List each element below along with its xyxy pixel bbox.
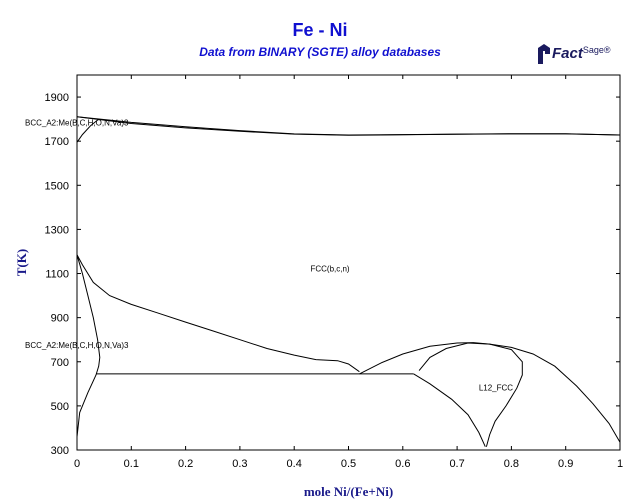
plot-frame: [76, 74, 621, 451]
phase-boundary-line: [418, 342, 523, 447]
logo-sup: Sage: [582, 45, 604, 55]
x-tick-label: 0.6: [395, 458, 410, 470]
logo-main: Fact: [552, 45, 583, 62]
plot-area: 0 0.1 0.2 0.3 0.4 0.5 0.6 0.7 0.8 0.9 130050070090…: [14, 74, 623, 499]
phase-label: L12_FCC: [479, 383, 513, 392]
y-tick-label: 1900: [45, 92, 69, 104]
x-axis-label: mole Ni/(Fe+Ni): [304, 484, 393, 499]
x-tick-label: 1: [617, 458, 623, 470]
y-tick-label: 1300: [45, 224, 69, 236]
chart-subtitle: Data from BINARY (SGTE) alloy databases: [199, 45, 441, 59]
y-tick-label: 900: [51, 313, 69, 325]
factsage-logo-text: FactSage®: [552, 45, 611, 62]
phase-boundary-line: [76, 254, 360, 373]
phase-label: BCC_A2:Me(B,C,H,O,N,Va)3: [25, 341, 129, 350]
x-tick-label: 0.8: [504, 458, 519, 470]
x-tick-label: 0.9: [558, 458, 573, 470]
phase-boundary-line: [359, 342, 621, 443]
chart-title: Fe - Ni: [292, 20, 348, 40]
x-tick-label: 0.4: [287, 458, 302, 470]
phase-boundary-line: [413, 373, 486, 447]
factsage-logo-icon: FactSage®: [534, 38, 620, 72]
y-tick-label: 1700: [45, 136, 69, 148]
y-axis-label: T(K): [14, 249, 29, 276]
logo-mark: ®: [603, 45, 611, 55]
y-tick-label: 1500: [45, 180, 69, 192]
y-tick-label: 1100: [45, 269, 69, 281]
x-tick-label: 0.5: [341, 458, 356, 470]
x-tick-label: 0: [74, 458, 80, 470]
y-tick-label: 300: [51, 445, 69, 457]
y-tick-label: 700: [51, 357, 69, 369]
phase-label: BCC_A2:Me(B,C,H,O,N,Va)3: [25, 119, 129, 128]
phase-boundary-line: [76, 116, 621, 136]
phase-boundary-line: [76, 118, 100, 143]
phase-label: FCC(b,c,n): [310, 264, 349, 273]
x-tick-label: 0.7: [449, 458, 464, 470]
y-tick-label: 500: [51, 401, 69, 413]
phase-boundary-line: [76, 254, 101, 437]
factsage-mark-icon: [538, 44, 550, 64]
x-tick-label: 0.1: [124, 458, 139, 470]
x-tick-label: 0.3: [232, 458, 247, 470]
x-tick-label: 0.2: [178, 458, 193, 470]
